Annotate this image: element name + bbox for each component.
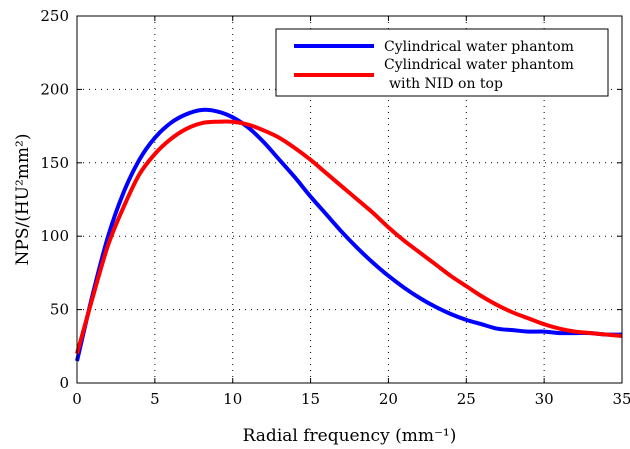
y-tick-label: 150 bbox=[40, 154, 69, 172]
x-tick-label: 10 bbox=[223, 390, 242, 408]
grid bbox=[77, 16, 622, 383]
x-tick-label: 25 bbox=[457, 390, 476, 408]
y-tick-label: 100 bbox=[40, 227, 69, 245]
plot-frame bbox=[76, 15, 623, 384]
x-tick-label: 35 bbox=[612, 390, 630, 408]
y-tick-label: 250 bbox=[40, 7, 69, 25]
legend-label: Cylindrical water phantom bbox=[384, 39, 574, 55]
y-axis-label: NPS/(HU²mm²) bbox=[13, 134, 33, 266]
x-tick-label: 20 bbox=[379, 390, 398, 408]
legend-box bbox=[275, 28, 609, 97]
x-tick-label: 15 bbox=[301, 390, 320, 408]
axis-ticks: 0 5 10 15 20 25 30 35 0 50 100 150 200 250 bbox=[40, 7, 630, 408]
x-tick-label: 30 bbox=[535, 390, 554, 408]
y-tick-label: 50 bbox=[50, 301, 69, 319]
series-line-water-phantom-nid bbox=[75, 119, 623, 355]
legend: Cylindrical water phantom Cylindrical wat… bbox=[275, 28, 609, 97]
x-tick-label: 0 bbox=[72, 390, 82, 408]
x-axis-label: Radial frequency (mm⁻¹) bbox=[243, 426, 457, 446]
y-tick-label: 0 bbox=[59, 374, 69, 392]
series-line-water-phantom bbox=[75, 107, 623, 362]
x-tick-label: 5 bbox=[150, 390, 160, 408]
legend-label: Cylindrical water phantom with NID on top bbox=[384, 57, 574, 92]
y-tick-label: 200 bbox=[40, 80, 69, 98]
plot-series bbox=[75, 107, 623, 362]
